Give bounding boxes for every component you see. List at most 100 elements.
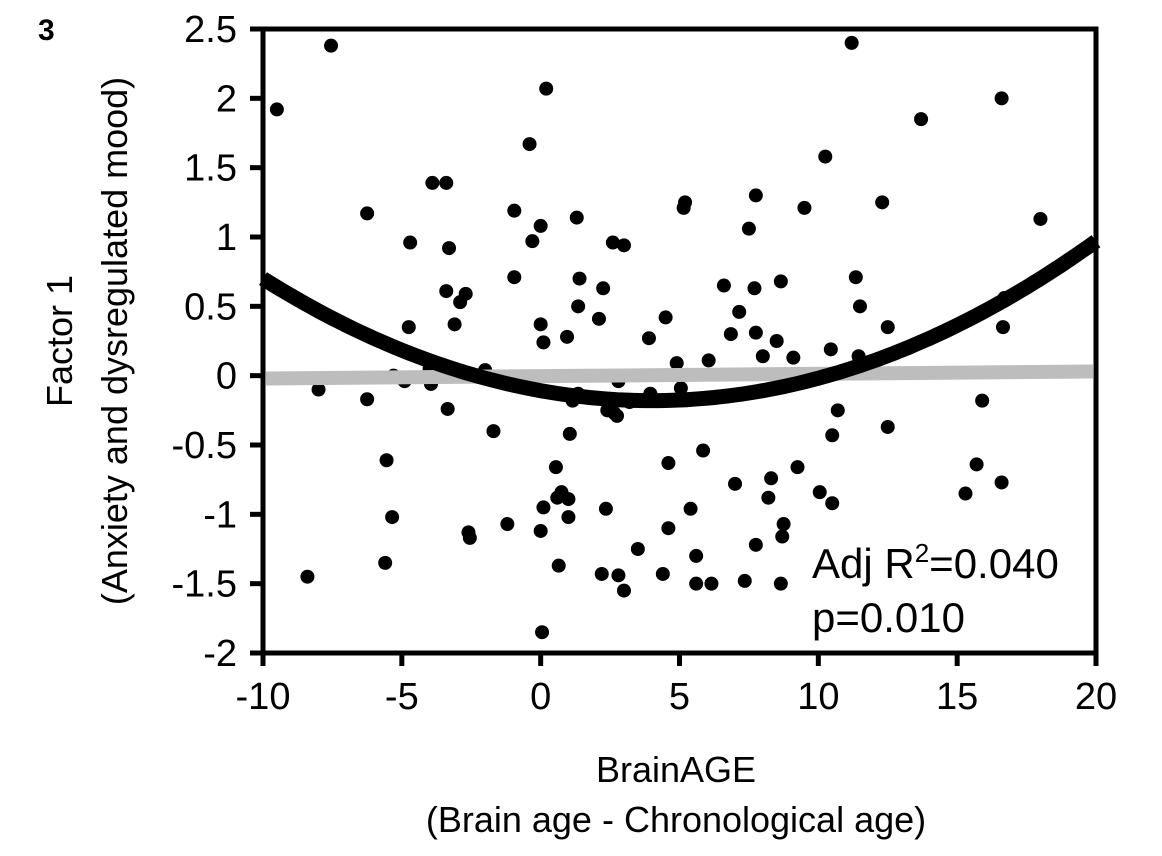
- fit-lines: [259, 235, 1101, 409]
- plot-marks: [269, 35, 1048, 640]
- data-point: [535, 625, 550, 640]
- data-point: [507, 270, 522, 285]
- data-point: [741, 221, 756, 236]
- data-point: [591, 311, 606, 326]
- data-point: [440, 401, 455, 416]
- y-tick-label: 0: [216, 356, 237, 398]
- y-tick-label: -2: [203, 633, 237, 675]
- data-point: [401, 320, 416, 335]
- data-point: [880, 419, 895, 434]
- data-point: [728, 476, 743, 491]
- data-point: [533, 317, 548, 332]
- y-axis-ticks: -2 -1.5 -1 -0.5 0 0.5 1 1.5 2 2.5: [172, 9, 263, 675]
- data-point: [1033, 211, 1048, 226]
- data-point: [561, 510, 576, 525]
- data-point: [812, 485, 827, 500]
- data-point: [975, 393, 990, 408]
- data-point: [689, 576, 704, 591]
- data-point: [611, 568, 626, 583]
- data-point: [773, 576, 788, 591]
- y-axis-label: Factor 1: [39, 275, 80, 407]
- x-tick-label: 10: [797, 676, 839, 718]
- data-point: [439, 284, 454, 299]
- y-tick-label: -1: [203, 494, 237, 536]
- data-point: [786, 350, 801, 365]
- data-point: [818, 149, 833, 164]
- data-point: [442, 241, 457, 256]
- data-point: [569, 210, 584, 225]
- linear-fit-line: [265, 364, 1094, 386]
- data-point: [755, 349, 770, 364]
- data-point: [737, 573, 752, 588]
- data-point: [761, 490, 776, 505]
- y-tick-label: 2.5: [184, 9, 237, 51]
- data-point: [500, 517, 515, 532]
- data-point: [533, 523, 548, 538]
- data-point: [533, 218, 548, 233]
- data-point: [825, 496, 840, 511]
- x-axis-ticks: -10 -5 0 5 10 15 20: [236, 653, 1117, 718]
- adj-r2-superscript: 2: [915, 538, 929, 568]
- data-point: [539, 81, 554, 96]
- y-tick-label: -1.5: [172, 564, 237, 606]
- adj-r2-value: =0.040: [929, 540, 1059, 587]
- data-point: [655, 566, 670, 581]
- x-tick-label: 0: [530, 676, 551, 718]
- data-point: [536, 335, 551, 350]
- quadratic-fit-curve: [259, 235, 1101, 409]
- data-point: [775, 529, 790, 544]
- data-point: [689, 548, 704, 563]
- data-point: [823, 342, 838, 357]
- data-point: [551, 558, 566, 573]
- data-point: [716, 278, 731, 293]
- data-point: [507, 203, 522, 218]
- data-point: [914, 112, 929, 127]
- data-point: [360, 206, 375, 221]
- data-point: [616, 238, 631, 253]
- data-point: [300, 569, 315, 584]
- data-point: [769, 334, 784, 348]
- data-point: [658, 310, 673, 325]
- data-point: [852, 299, 867, 314]
- x-tick-label: -5: [385, 676, 419, 718]
- data-point: [548, 460, 563, 475]
- data-point: [673, 381, 688, 396]
- data-point: [425, 175, 440, 190]
- data-point: [385, 510, 400, 525]
- data-point: [630, 542, 645, 556]
- data-point: [439, 175, 454, 190]
- data-point: [747, 281, 762, 296]
- data-point: [875, 195, 890, 210]
- y-tick-label: -0.5: [172, 425, 237, 467]
- y-tick-label: 1.5: [184, 148, 237, 190]
- data-point: [403, 235, 418, 250]
- data-point: [704, 576, 719, 591]
- data-point: [732, 304, 747, 319]
- data-point: [571, 299, 586, 314]
- data-point: [561, 492, 576, 507]
- data-point: [748, 537, 763, 552]
- data-point: [525, 234, 540, 249]
- y-tick-label: 2: [216, 78, 237, 120]
- data-point: [848, 270, 863, 285]
- data-point: [764, 471, 779, 486]
- data-point: [669, 356, 684, 371]
- data-point: [723, 327, 738, 342]
- data-point: [776, 517, 791, 532]
- data-point: [605, 235, 620, 250]
- data-point: [360, 392, 375, 407]
- p-value-annotation: p=0.010: [812, 594, 965, 641]
- data-point: [486, 424, 501, 439]
- data-point: [830, 403, 845, 418]
- data-point: [598, 501, 613, 516]
- data-point: [880, 320, 895, 335]
- data-point: [676, 200, 691, 215]
- panel-label: 3: [38, 14, 55, 47]
- data-point: [661, 456, 676, 471]
- data-point: [748, 188, 763, 203]
- x-axis-label: BrainAGE: [596, 749, 756, 790]
- data-point: [610, 408, 625, 423]
- data-point: [522, 137, 537, 152]
- data-point: [797, 200, 812, 215]
